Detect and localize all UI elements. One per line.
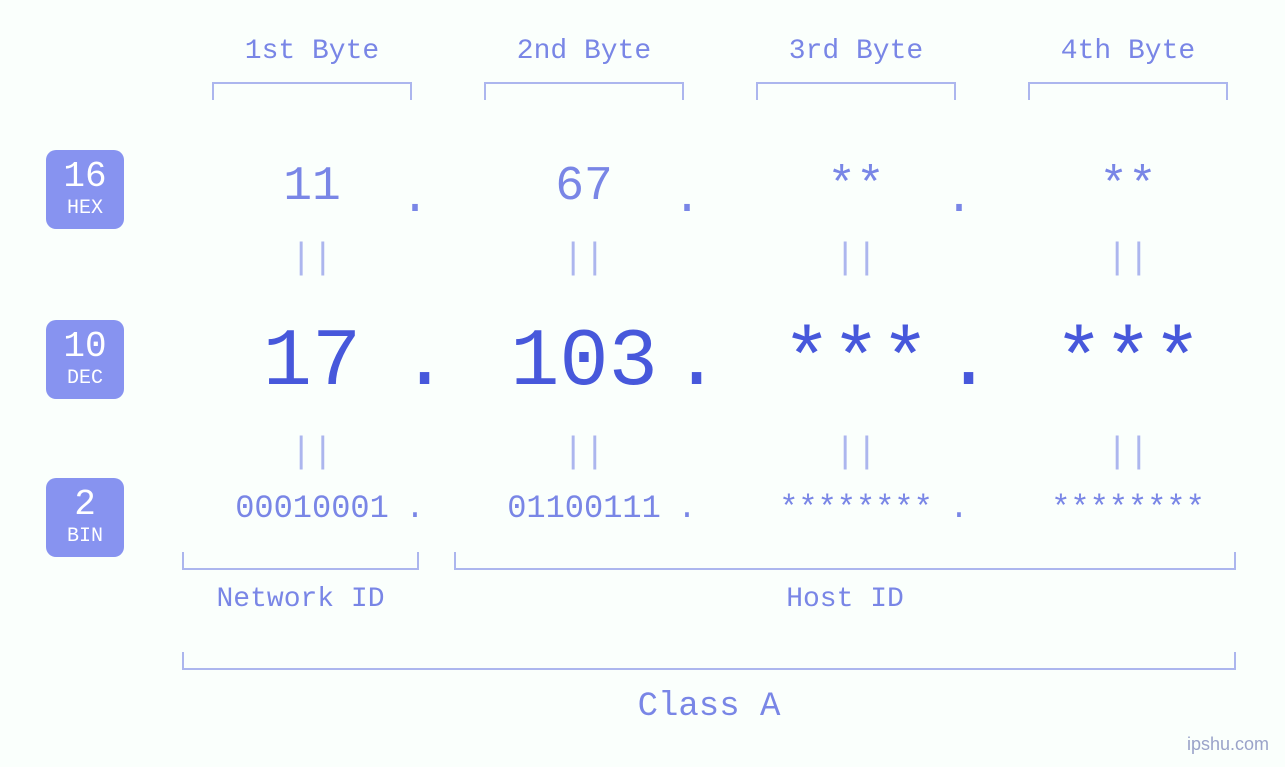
badge-hex: 16 HEX (46, 150, 124, 229)
eq-top-3: || (746, 238, 966, 279)
hex-dot-3: . (944, 172, 974, 226)
badge-dec: 10 DEC (46, 320, 124, 399)
label-host: Host ID (454, 584, 1236, 615)
eq-bot-4: || (1018, 432, 1238, 473)
bracket-class (182, 652, 1236, 670)
dec-dot-3: . (944, 316, 974, 409)
badge-dec-num: 10 (46, 328, 124, 366)
dec-byte-4: *** (1018, 316, 1238, 409)
hex-byte-3: ** (746, 160, 966, 214)
header-byte-4: 4th Byte (1018, 36, 1238, 67)
eq-top-4: || (1018, 238, 1238, 279)
dec-dot-2: . (672, 316, 702, 409)
header-byte-3: 3rd Byte (746, 36, 966, 67)
bin-byte-2: 01100111 (474, 490, 694, 527)
top-bracket-4 (1028, 82, 1228, 100)
eq-top-1: || (202, 238, 422, 279)
eq-top-2: || (474, 238, 694, 279)
hex-dot-1: . (400, 172, 430, 226)
bin-byte-4: ******** (1018, 490, 1238, 527)
top-bracket-1 (212, 82, 412, 100)
badge-bin: 2 BIN (46, 478, 124, 557)
label-class: Class A (182, 688, 1236, 726)
bin-dot-2: . (672, 490, 702, 527)
eq-bot-1: || (202, 432, 422, 473)
badge-hex-num: 16 (46, 158, 124, 196)
dec-byte-3: *** (746, 316, 966, 409)
hex-byte-2: 67 (474, 160, 694, 214)
label-network: Network ID (182, 584, 419, 615)
badge-dec-lbl: DEC (46, 368, 124, 389)
top-bracket-2 (484, 82, 684, 100)
badge-hex-lbl: HEX (46, 198, 124, 219)
hex-dot-2: . (672, 172, 702, 226)
badge-bin-num: 2 (46, 486, 124, 524)
bracket-network (182, 552, 419, 570)
watermark: ipshu.com (1187, 734, 1269, 755)
bin-dot-1: . (400, 490, 430, 527)
bin-dot-3: . (944, 490, 974, 527)
dec-dot-1: . (400, 316, 430, 409)
header-byte-2: 2nd Byte (474, 36, 694, 67)
dec-byte-2: 103 (474, 316, 694, 409)
bracket-host (454, 552, 1236, 570)
header-byte-1: 1st Byte (202, 36, 422, 67)
hex-byte-4: ** (1018, 160, 1238, 214)
bin-byte-3: ******** (746, 490, 966, 527)
dec-byte-1: 17 (202, 316, 422, 409)
bin-byte-1: 00010001 (202, 490, 422, 527)
eq-bot-3: || (746, 432, 966, 473)
hex-byte-1: 11 (202, 160, 422, 214)
top-bracket-3 (756, 82, 956, 100)
eq-bot-2: || (474, 432, 694, 473)
badge-bin-lbl: BIN (46, 526, 124, 547)
